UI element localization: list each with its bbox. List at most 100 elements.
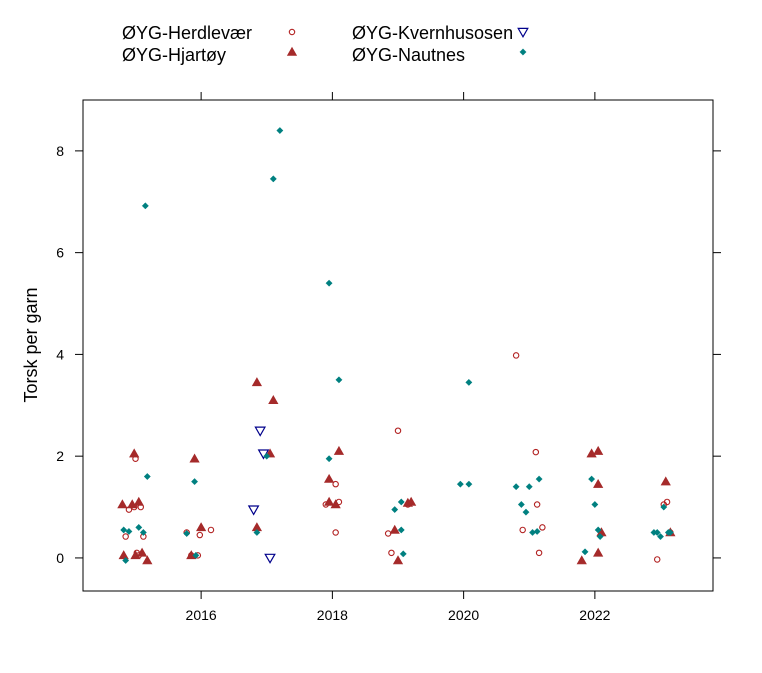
point-herdlevaer xyxy=(512,352,520,359)
point-nautnes xyxy=(263,452,271,460)
point-herdlevaer xyxy=(122,533,129,540)
x-tick-label: 2022 xyxy=(579,607,610,623)
point-nautnes xyxy=(456,480,464,488)
point-nautnes xyxy=(535,475,543,483)
point-hjartoy xyxy=(392,555,404,565)
legend-label-nautnes: ØYG-Nautnes xyxy=(352,45,465,65)
point-herdlevaer xyxy=(332,529,339,536)
y-tick-label: 6 xyxy=(56,245,64,261)
point-nautnes xyxy=(533,527,541,535)
x-tick-label: 2018 xyxy=(317,607,348,623)
point-nautnes xyxy=(653,529,661,536)
point-hjartoy xyxy=(130,550,141,560)
y-tick-label: 8 xyxy=(56,143,64,159)
point-hjartoy xyxy=(127,499,138,509)
legend-marker-kvernhusosen xyxy=(517,27,529,39)
legend-marker-hjartoy xyxy=(286,46,298,56)
point-herdlevaer xyxy=(388,549,395,557)
point-nautnes xyxy=(465,480,473,488)
point-nautnes xyxy=(666,529,674,536)
point-nautnes xyxy=(335,376,343,384)
point-herdlevaer xyxy=(663,498,671,506)
point-hjartoy xyxy=(129,448,140,458)
point-hjartoy xyxy=(330,499,341,509)
point-herdlevaer xyxy=(196,531,204,539)
point-nautnes xyxy=(191,478,199,486)
point-hjartoy xyxy=(406,496,417,506)
legend-marker-herdlevaer xyxy=(288,28,296,36)
x-tick-label: 2020 xyxy=(448,607,479,623)
point-herdlevaer xyxy=(653,556,661,563)
legend-marker-nautnes xyxy=(519,48,527,56)
point-nautnes xyxy=(594,526,602,534)
point-nautnes xyxy=(122,556,130,564)
point-herdlevaer xyxy=(532,448,540,456)
point-herdlevaer xyxy=(519,526,526,534)
point-nautnes xyxy=(397,526,405,534)
point-hjartoy xyxy=(593,478,604,488)
point-nautnes xyxy=(141,202,149,210)
point-hjartoy xyxy=(268,394,279,404)
point-nautnes xyxy=(325,455,333,463)
y-tick-label: 2 xyxy=(56,448,64,464)
point-hjartoy xyxy=(660,476,671,486)
point-hjartoy xyxy=(586,448,597,458)
point-nautnes xyxy=(120,526,128,534)
point-hjartoy xyxy=(133,496,144,506)
point-hjartoy xyxy=(333,445,345,455)
point-hjartoy xyxy=(323,473,335,483)
point-nautnes xyxy=(525,483,533,491)
point-kvernhusosen xyxy=(254,426,267,437)
x-tick-label: 2016 xyxy=(186,607,217,623)
point-herdlevaer xyxy=(394,427,402,434)
point-nautnes xyxy=(517,501,525,508)
point-nautnes xyxy=(125,527,133,535)
point-kvernhusosen xyxy=(247,505,260,516)
y-axis-label: Torsk per garn xyxy=(21,287,41,402)
point-hjartoy xyxy=(117,499,128,509)
point-nautnes xyxy=(183,530,191,537)
point-nautnes xyxy=(253,529,261,536)
point-hjartoy xyxy=(118,550,129,560)
legend: ØYG-Herdlevær ØYG-Hjartøy ØYG-Kvernhusos… xyxy=(122,23,529,65)
point-nautnes xyxy=(397,498,405,506)
legend-label-kvernhusosen: ØYG-Kvernhusosen xyxy=(352,23,513,43)
point-nautnes xyxy=(269,175,277,183)
point-nautnes xyxy=(591,501,599,508)
point-nautnes xyxy=(391,506,399,514)
point-hjartoy xyxy=(251,377,263,387)
point-nautnes xyxy=(139,529,147,536)
point-hjartoy xyxy=(189,453,200,463)
point-hjartoy xyxy=(142,555,153,565)
point-hjartoy xyxy=(136,547,148,557)
point-herdlevaer xyxy=(539,524,546,531)
point-nautnes xyxy=(588,475,596,483)
legend-label-herdlevaer: ØYG-Herdlevær xyxy=(122,23,252,43)
plot-frame xyxy=(82,99,714,592)
y-tick-label: 0 xyxy=(56,550,64,566)
point-nautnes xyxy=(512,483,520,491)
legend-label-hjartoy: ØYG-Hjartøy xyxy=(122,45,226,65)
point-nautnes xyxy=(192,551,200,559)
point-nautnes xyxy=(596,533,604,541)
point-nautnes xyxy=(522,508,530,516)
point-herdlevaer xyxy=(533,501,541,508)
point-nautnes xyxy=(135,523,143,531)
point-nautnes xyxy=(660,503,668,511)
y-tick-label: 4 xyxy=(56,346,64,362)
point-herdlevaer xyxy=(332,480,339,488)
point-kvernhusosen xyxy=(264,553,276,564)
point-nautnes xyxy=(399,550,407,558)
point-hjartoy xyxy=(323,496,335,506)
point-nautnes xyxy=(143,473,151,481)
point-hjartoy xyxy=(593,445,604,455)
point-nautnes xyxy=(657,533,664,541)
point-herdlevaer xyxy=(207,526,215,534)
point-hjartoy xyxy=(196,522,207,532)
point-hjartoy xyxy=(593,547,604,557)
point-nautnes xyxy=(465,378,473,386)
point-nautnes xyxy=(276,127,284,135)
point-hjartoy xyxy=(576,555,587,565)
point-hjartoy xyxy=(389,524,400,534)
